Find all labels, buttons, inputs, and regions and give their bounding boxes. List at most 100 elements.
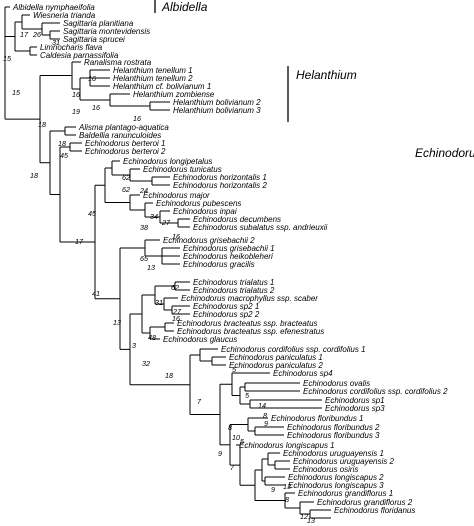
support-value: 38: [140, 223, 148, 232]
taxon-label: Echinodorus pubescens: [156, 199, 241, 208]
support-value: 13: [283, 482, 291, 491]
taxon-label: Echinodorus uruguayensis 1: [283, 449, 384, 458]
support-value: 15: [12, 88, 21, 97]
taxon-label: Echinodorus floribundus 3: [287, 431, 380, 440]
support-value: 27: [172, 307, 182, 316]
clade-label-helanthium: Helanthium: [296, 68, 357, 82]
support-value: 3: [132, 341, 136, 350]
support-value: 14: [258, 401, 266, 410]
taxon-label: Echinodorus floridanus: [334, 506, 415, 515]
support-value: 13: [113, 318, 121, 327]
support-value: 48: [148, 333, 156, 342]
support-value: 13: [147, 263, 155, 272]
support-value: 18: [30, 171, 38, 180]
taxon-label: Ranalisma rostrata: [84, 58, 152, 67]
support-value: 16: [172, 232, 180, 241]
support-value: 45: [88, 209, 97, 218]
taxon-label: Echinodorus subalatus ssp. andrieuxii: [193, 223, 328, 232]
taxon-label: Echinodorus uruguayensis 2: [293, 457, 395, 466]
taxon-label: Helanthium zombiense: [133, 90, 215, 99]
taxon-label: Echinodorus paniculatus 2: [229, 361, 323, 370]
support-value: 10: [232, 433, 240, 442]
support-value: 9: [271, 485, 275, 494]
support-value: 26: [32, 30, 41, 39]
taxon-label: Echinodorus longiscapus 1: [239, 441, 335, 450]
taxon-label: Limnocharis flava: [40, 43, 103, 52]
clade-label-albidella: Albidella: [161, 0, 208, 14]
support-value: 34: [150, 212, 158, 221]
support-value: 18: [165, 371, 173, 380]
support-value: 18: [58, 139, 66, 148]
taxon-label: Echinodorus cordifolius ssp. cordifolius…: [303, 387, 448, 396]
taxon-label: Baldellia ranunculoides: [79, 131, 161, 140]
taxon-label: Alisma plantago-aquatica: [78, 123, 169, 132]
support-value: 16: [72, 90, 80, 99]
taxon-label: Echinodorus berteroi 1: [85, 139, 166, 148]
taxon-label: Echinodorus sp2 2: [193, 310, 260, 319]
support-value: 8: [285, 495, 289, 504]
taxon-label: Echinodorus floribundus 1: [271, 414, 364, 423]
taxon-label: Echinodorus trialatus 2: [193, 286, 275, 295]
support-value: 8: [228, 423, 232, 432]
support-value: 5: [245, 391, 250, 400]
taxon-label: Echinodorus sp1: [325, 396, 385, 405]
taxon-label: Echinodorus longipetalus: [123, 157, 212, 166]
taxon-label: Helanthium bolivianum 2: [173, 98, 261, 107]
taxon-label: Echinodorus grandiflorus 2: [317, 498, 413, 507]
taxon-label: Helanthium tenellum 1: [113, 66, 193, 75]
taxon-label: Echinodorus ovalis: [303, 379, 370, 388]
taxon-label: Echinodorus gracilis: [183, 260, 255, 269]
taxon-label: Helanthium tenellum 2: [113, 74, 193, 83]
support-value: 45: [60, 151, 69, 160]
support-value: 15: [3, 54, 12, 63]
taxon-label: Wiesneria trianda: [33, 11, 96, 20]
taxon-label: Echinodorus floribundus 2: [287, 423, 380, 432]
taxon-label: Echinodorus longiscapus 2: [288, 473, 384, 482]
taxon-label: Echinodorus sp2 1: [193, 302, 259, 311]
support-value: 17: [20, 30, 29, 39]
support-value: 16: [172, 314, 180, 323]
taxon-label: Caldesia parnassifolia: [40, 51, 119, 60]
taxon-label: Echinodorus sp4: [273, 369, 333, 378]
support-value: 13: [307, 516, 315, 525]
taxon-label: Echinodorus horizontalis 1: [173, 173, 267, 182]
taxon-label: Echinodorus horizontalis 2: [173, 181, 267, 190]
support-value: 27: [161, 218, 171, 227]
taxon-label: Echinodorus cordifolius ssp. cordifolius…: [221, 345, 366, 354]
support-value: 12: [300, 512, 308, 521]
support-value: 7: [230, 463, 235, 472]
taxon-label: Echinodorus grisebachii 1: [183, 244, 275, 253]
taxon-label: Echinodorus tunicatus: [143, 165, 222, 174]
support-value: 5: [240, 437, 245, 446]
taxon-label: Helanthium cf. bolivianum 1: [113, 82, 211, 91]
support-value: 16: [92, 103, 100, 112]
support-value: 32: [142, 359, 150, 368]
support-value: 9: [264, 419, 268, 428]
taxon-label: Echinodorus inpai: [173, 207, 237, 216]
taxon-label: Helanthium bolivianum 3: [173, 106, 261, 115]
taxon-label: Echinodorus heikobleheri: [183, 252, 273, 261]
taxon-label: Echinodorus grisebachii 2: [163, 236, 255, 245]
support-value: 65: [140, 254, 149, 263]
support-value: 16: [133, 114, 141, 123]
support-value: 17: [75, 237, 84, 246]
support-value: 19: [72, 107, 80, 116]
support-value: 31: [52, 38, 60, 47]
taxon-label: Echinodorus bracteatus ssp. efenestratus: [177, 327, 324, 336]
support-value: 62: [122, 185, 130, 194]
taxon-label: Echinodorus grandiflorus 1: [298, 489, 393, 498]
support-value: 16: [88, 74, 96, 83]
taxon-label: Echinodorus osiris: [293, 465, 358, 474]
clade-label-echinodorus: Echinodoru: [415, 146, 474, 160]
support-value: 31: [155, 298, 163, 307]
taxon-label: Echinodorus trialatus 1: [193, 278, 274, 287]
taxon-label: Echinodorus glaucus: [163, 335, 237, 344]
support-value: 9: [218, 449, 222, 458]
support-value: 24: [139, 186, 148, 195]
support-value: 18: [38, 120, 46, 129]
taxon-label: Echinodorus macrophyllus ssp. scaber: [181, 294, 318, 303]
taxon-label: Sagittaria montevidensis: [63, 27, 150, 36]
support-value: 41: [92, 289, 100, 298]
taxon-label: Albidella nymphaeifolia: [12, 3, 95, 12]
